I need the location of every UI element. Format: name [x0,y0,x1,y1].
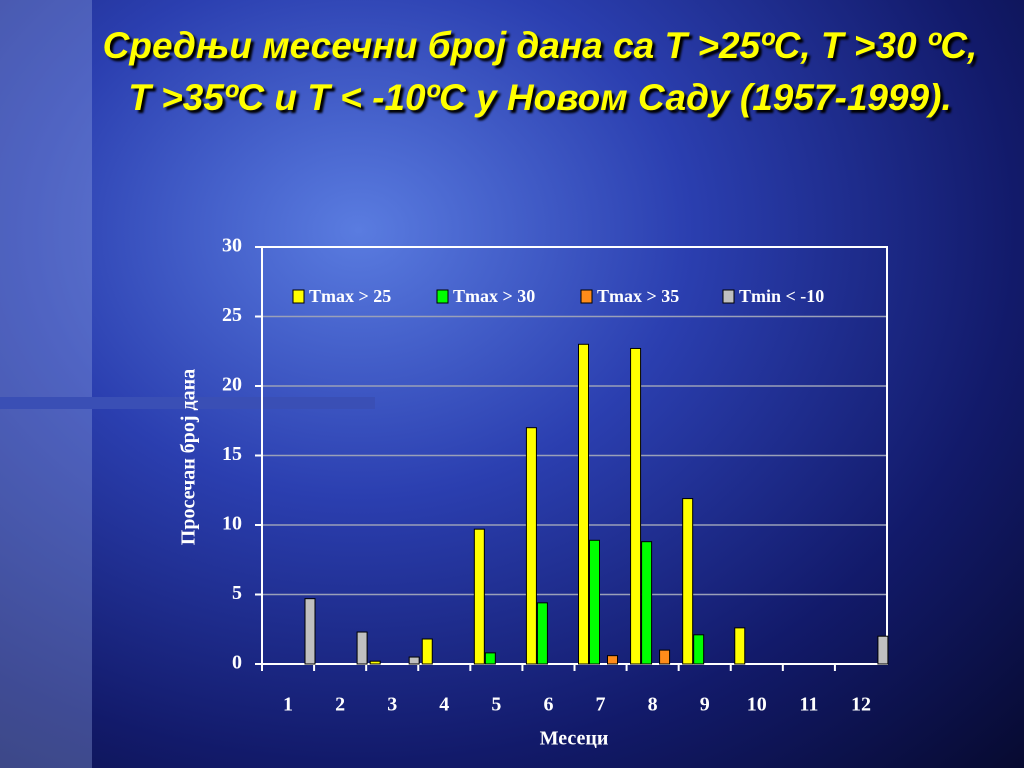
x-axis-label: Месеци [540,728,609,750]
bar [734,627,746,665]
bar [356,631,368,665]
y-tick-label: 30 [222,235,242,257]
x-tick-label: 7 [596,694,606,716]
legend-swatch [436,289,449,304]
bar [408,656,420,665]
y-tick-label: 20 [222,374,242,396]
x-tick-label: 4 [439,694,449,716]
bar [630,347,642,665]
legend-label: Tmax > 30 [453,286,535,306]
x-tick-label: 3 [387,694,397,716]
y-tick-label: 0 [232,652,242,674]
y-tick-label: 25 [222,304,242,326]
bar [607,655,618,665]
bar [525,427,537,665]
x-tick-label: 5 [491,694,501,716]
legend-label: Tmin < -10 [739,286,824,306]
y-tick-label: 5 [232,582,242,604]
bar [877,635,889,665]
legend-label: Tmax > 35 [597,286,679,306]
bar [369,660,381,665]
bar [693,634,705,665]
legend-label: Tmax > 25 [309,286,391,306]
x-tick-label: 12 [851,694,871,716]
bar [484,652,496,665]
x-tick-label: 8 [648,694,658,716]
bar [682,498,694,665]
horizontal-rule [0,397,375,409]
x-tick-label: 9 [700,694,710,716]
x-tick-label: 11 [799,694,818,716]
bar [641,541,653,665]
x-tick-label: 1 [283,694,293,716]
chart-title: Средњи месечни број дана са T >25ºC, T >… [102,25,978,118]
bar [473,528,485,665]
bar [589,539,600,665]
bar [421,638,433,665]
y-axis-label: Просечан број дана [178,369,200,545]
bar [304,598,316,665]
y-tick-label: 15 [222,443,242,465]
x-tick-label: 10 [747,694,767,716]
x-tick-label: 2 [335,694,345,716]
bar [578,343,589,665]
side-band [0,0,92,768]
bar [536,602,548,665]
legend-swatch [580,289,593,304]
bar [659,649,671,665]
legend-swatch [292,289,305,304]
legend-swatch [722,289,735,304]
y-tick-label: 10 [222,513,242,535]
x-tick-label: 6 [543,694,553,716]
